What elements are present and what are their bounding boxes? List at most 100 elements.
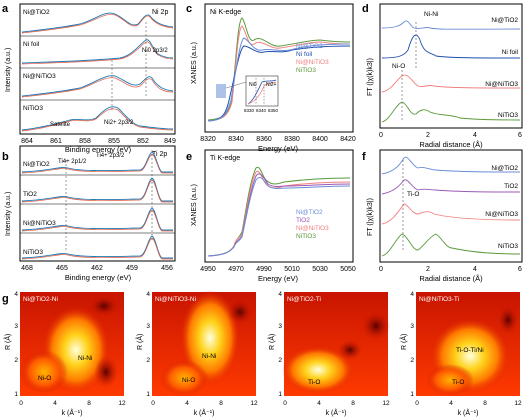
panel-c-corner-label: Ni K-edge — [210, 9, 241, 16]
x-tick: 6 — [518, 266, 522, 273]
trace-label-2: TiO2 — [504, 183, 518, 190]
y-tick: 4 — [410, 291, 414, 298]
panel-g-ylabels: R (Å) R (Å) R (Å) R (Å) — [3, 334, 408, 350]
trace-label-1: Ni@TiO2 — [491, 17, 518, 24]
panel-d-xticks: 0 2 4 6 — [379, 132, 522, 139]
legend-entry: Ni@TiO2 — [296, 209, 323, 216]
panel-f-trace-labels: Ni@TiO2 TiO2 Ni@NiTiO3 NiTiO3 — [485, 165, 518, 250]
panel-a-ylabel: Intensity (a.u.) — [5, 48, 12, 92]
x-tick: 4950 — [200, 266, 216, 273]
map-hotspot — [20, 350, 68, 394]
ft-niti03 — [381, 101, 521, 123]
map-label: Ti-O — [308, 379, 320, 386]
x-tick: 0 — [19, 400, 23, 407]
y-tick: 1 — [14, 391, 18, 398]
map-dark-region — [90, 296, 118, 316]
trace-label-2: TiO2 — [23, 191, 37, 198]
y-tick: 3 — [410, 323, 414, 330]
x-tick: 462 — [91, 265, 103, 272]
inset-tick: 8330 — [244, 108, 255, 113]
panel-b-frame — [19, 145, 176, 262]
map-label: Ti-O-Ti/Ni — [456, 347, 484, 354]
ft-ni-foil — [381, 34, 521, 59]
x-tick: 8380 — [284, 136, 300, 143]
ti-fit-1 — [21, 153, 173, 174]
x-tick: 5050 — [340, 266, 356, 273]
trace-label-4: NiTiO3 — [23, 105, 43, 112]
panel-f-xlabel: Radial distance (Å) — [419, 274, 483, 283]
xanes-ni-foil — [207, 45, 351, 122]
map-hotspot — [160, 360, 208, 396]
tio-annotation: Ti-O — [407, 191, 419, 198]
x-tick: 5030 — [312, 266, 328, 273]
y-tick: 1 — [278, 391, 282, 398]
panel-g-yticks: 1 2 3 4 1 2 3 4 1 2 3 4 1 2 3 4 — [14, 291, 414, 398]
panel-e-corner-label: Ti K-edge — [210, 155, 240, 162]
panel-d: d Ni-Ni Ni-O Ni@TiO2 Ni foil Ni@NiTiO3 N… — [362, 3, 523, 149]
map-hotspot — [282, 346, 354, 394]
panel-d-ylabel: FT (|χ(k)k3|) — [367, 58, 374, 96]
panel-e-ylabel: XANES (a.u.) — [191, 184, 198, 226]
trace-label-4: NiTiO3 — [23, 249, 43, 256]
ti-trace-1 — [21, 151, 173, 173]
panel-b-xticks: 468 465 462 459 456 — [21, 265, 173, 272]
x-tick: 12 — [514, 400, 522, 407]
trace-label-3: Ni@NiTiO3 — [23, 220, 56, 227]
map-dark-region — [362, 312, 390, 340]
x-tick: 8 — [87, 400, 91, 407]
panel-a-xlabel: Binding energy (eV) — [65, 145, 132, 154]
panel-e-legend: Ni@TiO2 TiO2 Ni@NiTiO3 NiTiO3 — [296, 209, 329, 240]
map-label: Ni-Ni — [78, 355, 92, 362]
y-tick: 2 — [410, 357, 414, 364]
x-tick: 0 — [151, 400, 155, 407]
map-label: Ti-O — [452, 379, 464, 386]
panel-c-frame — [204, 3, 354, 133]
x-tick: 12 — [382, 400, 390, 407]
panel-d-xlabel: Radial distance (Å) — [419, 140, 483, 149]
x-tick: 12 — [250, 400, 258, 407]
wavelet-map-1: Ni@TiO2-Ni Ni-Ni Ni-O — [20, 292, 124, 396]
panel-letter-f: f — [362, 151, 366, 163]
xanes-ni-tio2 — [207, 37, 351, 122]
ni2-annotation: Ni2+ 2p3/2 — [104, 120, 134, 126]
y-tick: 4 — [14, 291, 18, 298]
map-xlabel: k (Å⁻¹) — [194, 408, 215, 417]
x-tick: 858 — [79, 138, 91, 145]
legend-entry: NiTiO3 — [296, 67, 316, 74]
x-tick: 8 — [483, 400, 487, 407]
x-tick: 2 — [426, 266, 430, 273]
trace-label-3: Ni@NiTiO3 — [23, 73, 56, 80]
trace-label-3: Ni@NiTiO3 — [485, 211, 518, 218]
trace-label-2: Ni foil — [23, 41, 40, 48]
wavelet-map-4: Ni@NiTiO3-Ti Ti-O-Ti/Ni Ti-O — [416, 292, 520, 396]
panel-letter-c: c — [186, 3, 192, 15]
xanes-ni-niti03 — [207, 25, 351, 122]
map-dark-region — [228, 300, 252, 324]
x-tick: 459 — [126, 265, 138, 272]
ti-trace-4 — [21, 235, 173, 259]
legend-entry: Ni foil — [296, 51, 313, 58]
legend-entry: Ni@TiO2 — [296, 43, 323, 50]
panel-letter-g: g — [2, 293, 9, 305]
panel-a-frame — [19, 3, 176, 135]
panel-f-frame — [379, 149, 523, 263]
panel-f-ylabel: FT (|χ(k)k3|) — [367, 198, 374, 236]
map-title: Ni@NiTiO3-Ti — [419, 296, 459, 303]
y-tick: 1 — [146, 391, 150, 398]
ti-fit-2 — [21, 179, 173, 203]
x-tick: 468 — [21, 265, 33, 272]
panel-letter-a: a — [2, 3, 9, 15]
panel-c-xticks: 8320 8340 8360 8380 8400 8420 — [200, 136, 356, 143]
y-tick: 4 — [146, 291, 150, 298]
map-hotspot — [426, 364, 474, 396]
panel-b: b Ti 2p Ti4+ 2p3/2 Ti4+ 2p1/2 Ni@TiO2 Ti… — [2, 145, 176, 282]
panel-letter-d: d — [362, 3, 369, 15]
trace-label-2: Ni foil — [502, 49, 519, 56]
map-label: Ni-Ni — [202, 353, 216, 360]
x-tick: 8360 — [256, 136, 272, 143]
panel-g-xticks: 0 4 8 12 0 4 8 12 0 4 8 12 0 4 8 12 — [19, 400, 522, 407]
nini-annotation: Ni-Ni — [424, 11, 438, 18]
x-tick: 0 — [283, 400, 287, 407]
panel-letter-b: b — [2, 151, 9, 163]
ti-fit-3 — [21, 209, 173, 232]
